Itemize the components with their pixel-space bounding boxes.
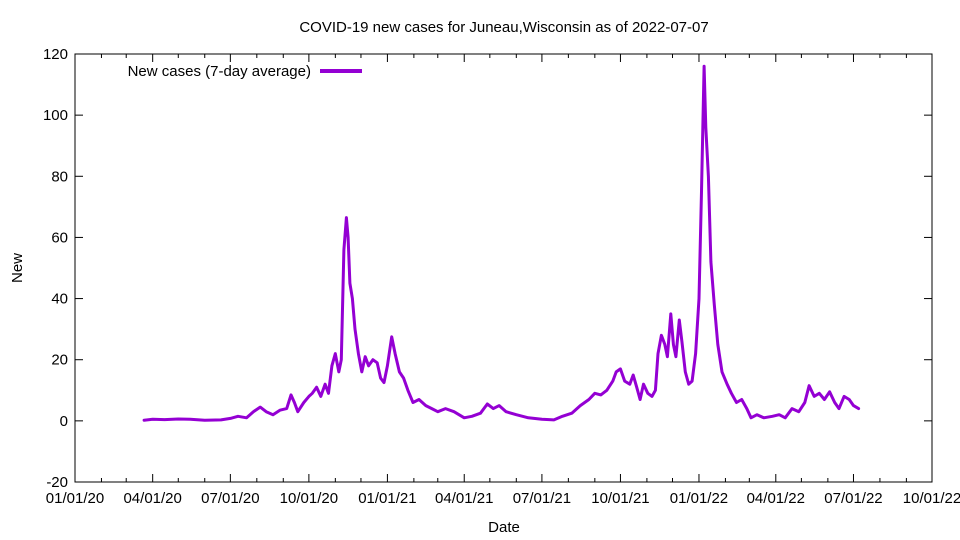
x-tick-label: 04/01/21 [435, 490, 493, 507]
x-tick-label: 07/01/21 [513, 490, 571, 507]
y-tick-label: 40 [51, 291, 68, 308]
series-layer [142, 64, 861, 422]
y-axis: -20 0 20 40 60 80 100 120 [43, 46, 932, 491]
chart-title: COVID-19 new cases for Juneau,Wisconsin … [299, 19, 708, 36]
plot-frame [74, 53, 933, 483]
y-tick-label: 60 [51, 229, 68, 246]
x-tick-label: 07/01/22 [824, 490, 882, 507]
x-tick-label: 07/01/20 [201, 490, 259, 507]
x-tick-label: 10/01/20 [280, 490, 338, 507]
legend: New cases (7-day average) [128, 63, 362, 80]
x-tick-label: 01/01/21 [358, 490, 416, 507]
y-tick-label: -20 [46, 474, 68, 491]
x-tick-label: 01/01/22 [670, 490, 728, 507]
y-tick-label: 20 [51, 352, 68, 369]
y-tick-label: 120 [43, 46, 68, 63]
y-tick-label: 100 [43, 107, 68, 124]
x-axis-label: Date [488, 519, 520, 536]
x-tick-label: 01/01/20 [46, 490, 104, 507]
y-tick-label: 0 [60, 413, 68, 430]
x-axis: 01/01/20 04/01/20 07/01/20 10/01/20 01/01/21… [46, 54, 960, 507]
legend-label: New cases (7-day average) [128, 63, 311, 80]
x-tick-label: 04/01/22 [747, 490, 805, 507]
y-axis-label: New [9, 253, 26, 283]
x-tick-label: 10/01/22 [903, 490, 960, 507]
x-tick-label: 10/01/21 [591, 490, 649, 507]
y-tick-label: 80 [51, 168, 68, 185]
series-line [142, 64, 861, 422]
x-tick-label: 04/01/20 [123, 490, 181, 507]
